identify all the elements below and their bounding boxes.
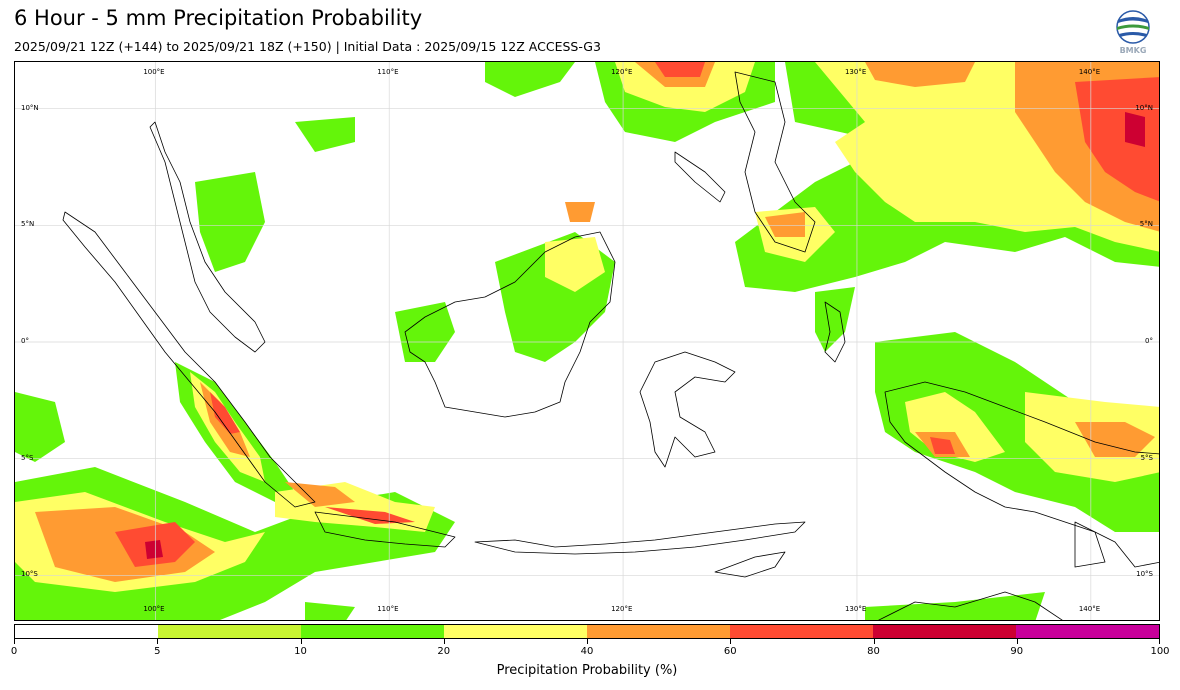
lat-label-right: 10°S <box>1136 570 1153 579</box>
lon-label-top: 130°E <box>844 68 867 76</box>
colorbar-tick-label: 0 <box>10 646 18 657</box>
colorbar-title: Precipitation Probability (%) <box>496 663 678 678</box>
lon-label-bottom: 110°E <box>377 605 399 613</box>
colorbar-tick <box>873 639 875 644</box>
lat-label-right: 5°S <box>1140 453 1153 462</box>
colorbar-segment <box>587 625 730 638</box>
colorbar-tick-label: 10 <box>294 646 307 657</box>
colorbar-segment <box>873 625 1016 638</box>
lat-label-right: 5°N <box>1139 220 1153 229</box>
colorbar-tick <box>730 639 732 644</box>
colorbar-segment <box>301 625 444 638</box>
colorbar-tick-label: 80 <box>867 646 880 657</box>
lat-label-left: 10°S <box>21 570 38 579</box>
colorbar-tick <box>587 639 588 644</box>
colorbar-segment <box>158 625 301 638</box>
colorbar-segment <box>730 625 873 638</box>
colorbar-tick-label: 100 <box>1150 646 1170 657</box>
map-title: 6 Hour - 5 mm Precipitation Probability <box>14 6 423 30</box>
colorbar-tick <box>300 639 302 644</box>
colorbar-tick <box>1016 639 1018 644</box>
colorbar-tick-label: 5 <box>154 646 161 657</box>
lon-label-top: 120°E <box>611 68 633 76</box>
colorbar-tick <box>443 639 445 644</box>
lat-label-left: 10°N <box>21 103 39 112</box>
lat-label-left: 5°S <box>21 453 34 462</box>
lat-label-right: 0° <box>1145 337 1153 345</box>
colorbar-tick <box>14 639 15 644</box>
colorbar-tick-label: 20 <box>437 646 451 657</box>
lat-label-right: 10°N <box>1135 103 1153 112</box>
lon-label-bottom: 100°E <box>143 605 165 613</box>
colorbar-tick <box>1159 639 1160 644</box>
colorbar-segment <box>1016 625 1159 638</box>
colorbar-tick-label: 40 <box>580 646 594 657</box>
colorbar-tick <box>157 639 159 644</box>
lon-label-bottom: 140°E <box>1078 605 1101 613</box>
graticule-grid <box>15 62 1159 620</box>
lat-label-left: 0° <box>21 337 29 345</box>
lat-label-left: 5°N <box>21 220 35 229</box>
coastline-outlines <box>62 71 1159 620</box>
lon-label-bottom: 130°E <box>844 605 867 613</box>
colorbar-segment <box>15 625 158 638</box>
map-subtitle: 2025/09/21 12Z (+144) to 2025/09/21 18Z … <box>14 39 601 54</box>
precipitation-field <box>15 62 1159 620</box>
lon-label-top: 100°E <box>143 68 165 76</box>
colorbar-tick-label: 60 <box>723 646 737 657</box>
lon-label-bottom: 120°E <box>611 605 633 613</box>
precipitation-map: 100°E 100°E 110°E 110°E 120°E 120°E 130°E 130°E… <box>14 61 1160 621</box>
colorbar-segment <box>444 625 587 638</box>
colorbar-tick-label: 90 <box>1010 646 1024 657</box>
lon-label-top: 140°E <box>1078 68 1101 76</box>
bmkg-logo-icon: BMKG <box>1116 10 1150 55</box>
colorbar <box>14 624 1160 639</box>
svg-text:BMKG: BMKG <box>1120 46 1147 55</box>
lon-label-top: 110°E <box>377 68 399 76</box>
